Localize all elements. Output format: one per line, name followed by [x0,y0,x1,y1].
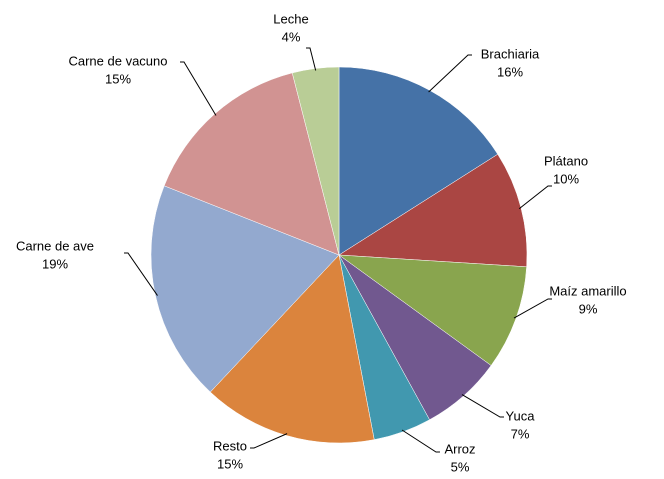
pie-slice [338,66,499,256]
slice-label: Maíz amarillo [549,283,626,298]
slice-label: Resto [213,438,247,453]
leader-line [428,54,472,93]
pie-slice [209,254,375,444]
slice-value: 5% [451,459,470,474]
pie-slice [338,254,527,366]
slice-value: 19% [42,256,68,271]
slice-label: Arroz [444,441,475,456]
slice-value: 7% [511,426,530,441]
slice-value: 10% [553,171,579,186]
leader-line [306,47,317,71]
slice-value: 4% [282,29,301,44]
slice-value: 15% [217,456,243,471]
slice-label: Carne de vacuno [68,53,167,68]
slice-label: Brachiaria [481,46,540,61]
leader-line [513,298,552,319]
leader-line [180,61,217,116]
leader-line [401,429,440,453]
leader-line [124,252,158,296]
slice-value: 15% [105,71,131,86]
leader-line [250,433,288,449]
leader-line [461,394,504,418]
slice-value: 9% [579,301,598,316]
pie-slice [338,153,528,268]
slice-value: 16% [497,64,523,79]
pie-slice [150,185,340,393]
slice-label: Leche [273,11,308,26]
leader-line [518,185,552,210]
slice-label: Carne de ave [16,238,94,253]
slice-label: Plátano [544,153,588,168]
slice-label: Yuca [506,408,536,423]
